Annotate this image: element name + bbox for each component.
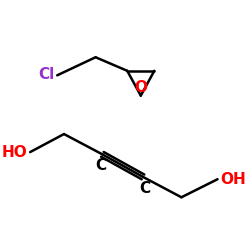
Text: OH: OH [220, 172, 246, 187]
Text: O: O [134, 80, 147, 94]
Text: C: C [96, 158, 107, 173]
Text: Cl: Cl [39, 67, 55, 82]
Text: HO: HO [2, 144, 28, 160]
Text: C: C [140, 182, 151, 196]
